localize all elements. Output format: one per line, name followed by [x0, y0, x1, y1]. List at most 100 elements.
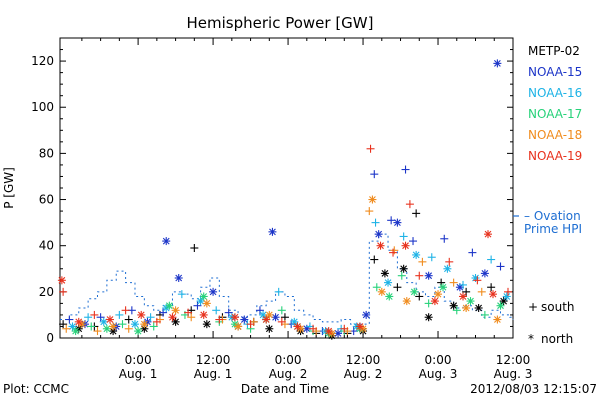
south-point-metp-02: [59, 320, 68, 329]
north-point-noaa-17: [439, 283, 448, 292]
south-point-noaa-19: [473, 276, 482, 285]
south-point-metp-02: [462, 287, 471, 296]
north-point-noaa-17: [410, 287, 419, 296]
north-point-noaa-15: [393, 218, 402, 227]
x-tick-time: 0:00: [425, 353, 452, 367]
north-point-noaa-18: [171, 306, 180, 315]
x-axis-label: Date and Time: [241, 382, 329, 396]
south-point-noaa-19: [246, 320, 255, 329]
x-tick-time: 12:00: [346, 353, 381, 367]
highlight-point-noaa-19: [484, 230, 493, 239]
chart-title: Hemispheric Power [GW]: [187, 14, 374, 32]
south-point-noaa-16: [427, 253, 436, 262]
north-point-noaa-19: [324, 327, 333, 336]
legend-entry-noaa-15: NOAA-15: [528, 65, 582, 79]
north-point-noaa-15: [240, 315, 249, 324]
x-tick-time: 0:00: [125, 353, 152, 367]
legend-satellites: METP-02 NOAA-15 NOAA-16 NOAA-17 NOAA-18 NOAA-…: [528, 44, 582, 163]
x-tick-time: 12:00: [196, 353, 231, 367]
plot-timestamp: 2012/08/03 12:15:07: [470, 382, 597, 396]
south-point-noaa-17: [149, 322, 158, 331]
south-point-noaa-17: [87, 322, 96, 331]
north-point-noaa-15: [362, 310, 371, 319]
y-tick-label: 0: [46, 331, 54, 345]
north-point-noaa-15: [480, 269, 489, 278]
y-tick-label: 120: [31, 54, 54, 68]
north-point-noaa-19: [168, 313, 177, 322]
north-point-metp-02: [399, 264, 408, 273]
legend-south-symbol: +: [528, 300, 538, 314]
north-point-noaa-17: [199, 292, 208, 301]
south-point-noaa-19: [389, 248, 398, 257]
south-point-noaa-15: [96, 313, 105, 322]
ovation-step-line: [60, 233, 514, 325]
north-point-noaa-16: [443, 264, 452, 273]
north-point-noaa-18: [462, 304, 471, 312]
y-tick-label: 40: [39, 239, 54, 253]
highlight-point-noaa-19: [57, 276, 66, 285]
north-point-noaa-19: [199, 310, 208, 319]
south-point-noaa-19: [121, 306, 130, 315]
south-point-noaa-19: [340, 324, 349, 333]
north-point-noaa-16: [502, 292, 511, 301]
north-point-noaa-15: [424, 271, 433, 280]
north-point-noaa-15: [209, 287, 218, 296]
south-point-noaa-16: [212, 306, 221, 315]
south-point-noaa-17: [372, 283, 381, 292]
y-axis: 0 20 40 60 80 100 120: [31, 49, 513, 345]
legend-entry-metp-02: METP-02: [528, 44, 580, 58]
north-point-noaa-19: [489, 290, 498, 299]
legend-south-label: south: [541, 300, 575, 314]
south-point-noaa-19: [152, 317, 161, 326]
north-point-noaa-18: [402, 297, 411, 306]
south-point-noaa-17: [480, 310, 489, 319]
y-axis-label: P [GW]: [2, 167, 16, 209]
south-point-noaa-18: [62, 324, 71, 333]
x-tick-date: Aug. 3: [419, 367, 458, 381]
south-point-noaa-17: [277, 306, 286, 315]
north-point-noaa-19: [105, 315, 114, 324]
north-point-noaa-16: [290, 317, 299, 326]
highlight-point-noaa-18: [368, 195, 377, 204]
north-point-noaa-17: [466, 297, 475, 306]
south-point-noaa-15: [496, 262, 505, 271]
north-point-noaa-19: [262, 315, 271, 324]
south-point-noaa-15: [468, 248, 477, 257]
x-tick-date: Aug. 3: [494, 367, 533, 381]
north-point-noaa-15: [271, 313, 280, 322]
south-point-noaa-18: [124, 324, 133, 333]
north-point-noaa-17: [71, 327, 80, 336]
x-tick-time: 12:00: [496, 353, 531, 367]
north-point-noaa-19: [355, 322, 364, 331]
highlight-point-metp-02: [412, 209, 421, 218]
south-point-noaa-18: [449, 278, 458, 287]
x-tick-date: Aug. 1: [194, 367, 233, 381]
south-point-noaa-16: [399, 232, 408, 241]
north-point-noaa-16: [384, 278, 393, 287]
south-point-noaa-18: [477, 287, 486, 296]
highlight-point-noaa-15: [401, 165, 410, 174]
y-tick-label: 80: [39, 146, 54, 160]
south-point-noaa-19: [504, 287, 513, 296]
north-point-metp-02: [265, 324, 274, 333]
north-point-noaa-18: [493, 315, 502, 324]
legend: METP-02 NOAA-15 NOAA-16 NOAA-17 NOAA-18 NOAA-…: [513, 44, 582, 346]
highlight-point-noaa-15: [370, 170, 379, 179]
north-point-noaa-17: [385, 292, 394, 301]
legend-entry-noaa-17: NOAA-17: [528, 107, 582, 121]
x-tick-date: Aug. 1: [119, 367, 158, 381]
south-point-noaa-17: [397, 271, 406, 280]
legend-ovation-line1: – Ovation: [524, 209, 581, 223]
south-point-noaa-15: [409, 237, 418, 246]
north-point-noaa-19: [401, 241, 410, 250]
north-point-metp-02: [449, 301, 458, 310]
north-point-noaa-19: [230, 313, 239, 322]
north-point-metp-02: [474, 304, 483, 312]
y-tick-label: 20: [39, 285, 54, 299]
x-tick-time: 0:00: [275, 353, 302, 367]
north-point-noaa-18: [140, 320, 149, 329]
south-point-noaa-16: [84, 313, 93, 322]
south-point-noaa-18: [187, 313, 196, 322]
south-point-noaa-19: [309, 324, 318, 333]
